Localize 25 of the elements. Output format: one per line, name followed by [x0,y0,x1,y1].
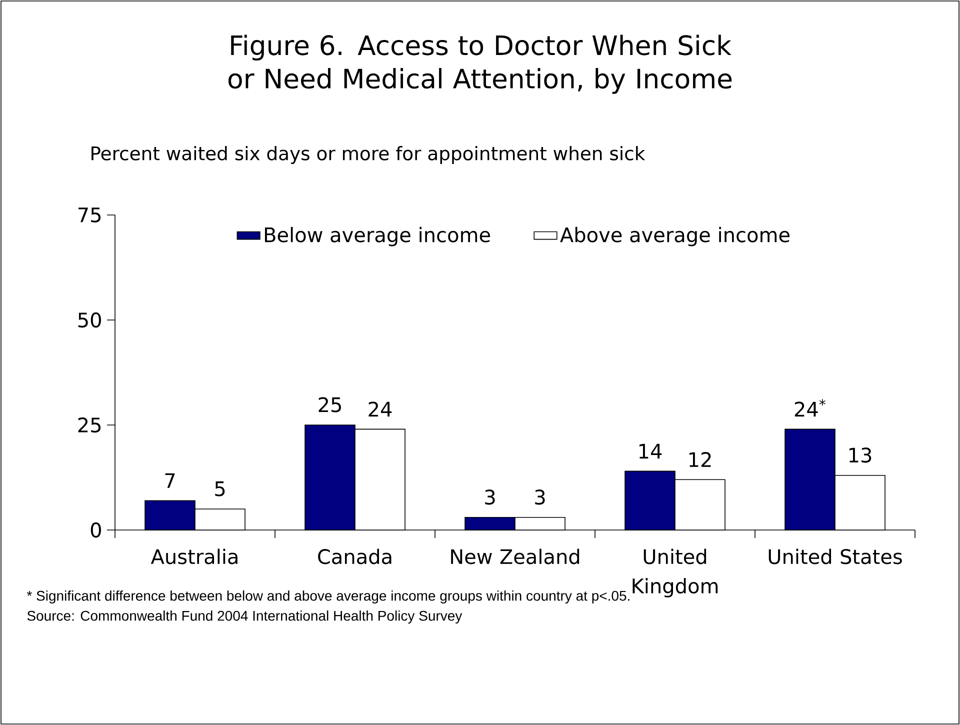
x-tick-label: United Kingdom [632,548,718,598]
data-label: 3 [485,490,495,505]
x-tick-label: New Zealand [451,548,580,564]
chart-subtitle: Percent waited six days or more for appointment when sick [92,146,646,164]
y-tick-label: 0 [90,522,101,538]
data-label: 12 [689,452,711,467]
data-label: 14 [639,444,662,458]
source-note: Source: Commonwealth Fund 2004 International Health Policy Survey [27,610,462,624]
data-label: 24 [368,402,392,416]
y-tick-label: 25 [78,417,101,433]
data-label: 24$^{*}$ [794,399,826,416]
legend-label: Below average income [264,226,490,246]
data-label: 7 [165,473,175,488]
chart-title: Figure 6. Access to Doctor When Sick or Need Medical Attention, by Income [228,34,732,94]
data-label: 5 [215,481,225,496]
data-label: 3 [535,490,545,505]
text: * Significant difference between below and above average income groups within country at p<.05. [26,590,630,604]
y-tick-label: 75 [78,208,101,222]
x-tick-label: Canada [318,548,392,564]
y-tick-label: 50 [78,312,101,328]
data-label: 13 [849,448,872,463]
x-tick-label: Australia [150,548,238,564]
data-label: 25 [318,397,341,412]
legend-label: Above average income [560,226,790,246]
x-tick-label: United States [768,548,902,564]
